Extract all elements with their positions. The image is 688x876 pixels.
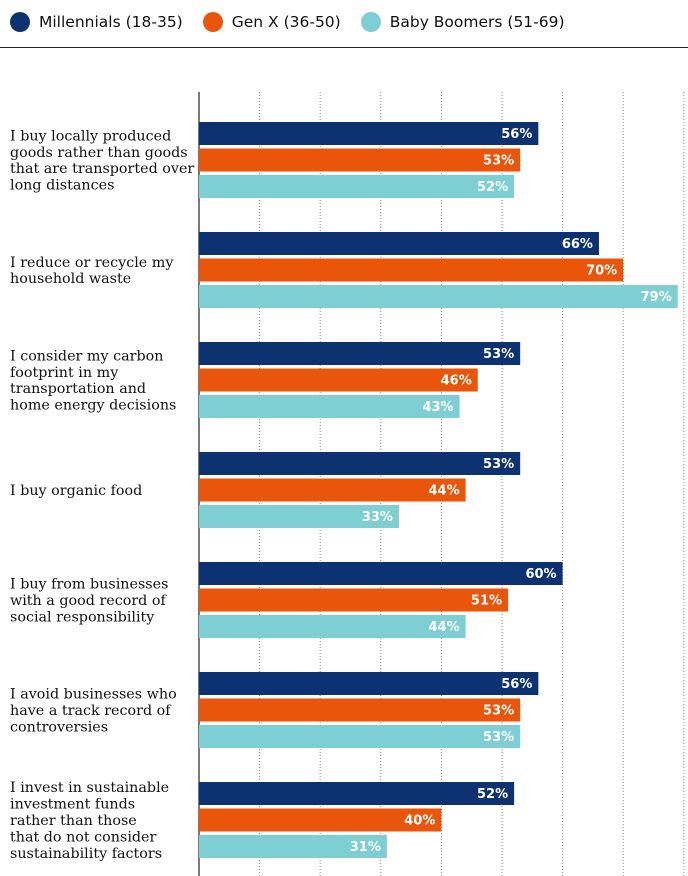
category-label-line: I reduce or recycle my	[10, 255, 174, 271]
bar	[199, 505, 399, 528]
legend-swatch	[202, 12, 223, 32]
bar-value-label: 52%	[477, 787, 508, 802]
legend-swatch	[360, 12, 381, 32]
bar-value-label: 79%	[641, 290, 672, 305]
category-label: I buy from businesses with a good record …	[10, 577, 168, 626]
category-label-line: that are transported over	[10, 161, 194, 177]
bar-value-label: 51%	[471, 594, 502, 609]
legend-label: Millennials (18-35)	[39, 13, 183, 31]
legend-item: Gen X (36-50)	[202, 12, 341, 32]
category-label-line: transportation and	[10, 381, 146, 397]
bar-value-label: 56%	[501, 677, 532, 692]
category-label: I consider my carbon footprint in my trans…	[10, 348, 176, 413]
bar	[199, 698, 521, 722]
category-label: I invest in sustainable investment funds r…	[10, 780, 169, 862]
category-label-line: with a good record of	[10, 593, 167, 609]
legend-label: Baby Boomers (51-69)	[389, 13, 565, 31]
bar-value-label: 44%	[429, 484, 460, 499]
legend-item: Millennials (18-35)	[10, 12, 183, 32]
bar	[199, 808, 442, 832]
bar	[199, 175, 515, 198]
category-label-line: I buy organic food	[10, 483, 142, 499]
category-label: I reduce or recycle my household waste	[10, 255, 174, 287]
bar-value-label: 44%	[429, 620, 460, 635]
bar	[199, 395, 460, 418]
category-label-line: I consider my carbon	[10, 348, 163, 364]
bar	[199, 615, 466, 638]
category-label-line: social responsibility	[10, 609, 155, 625]
bar-value-label: 40%	[404, 814, 435, 829]
bar	[199, 835, 387, 858]
category-label-line: rather than those	[10, 813, 137, 829]
bar-value-label: 43%	[422, 400, 453, 415]
bar	[199, 122, 539, 145]
category-label-line: sustainability factors	[10, 846, 162, 862]
bar-value-label: 33%	[362, 510, 393, 525]
bar	[199, 148, 521, 172]
legend-label: Gen X (36-50)	[231, 13, 341, 31]
category-label-line: I invest in sustainable	[10, 780, 169, 796]
category-label: I buy locally produced goods rather than …	[10, 128, 194, 193]
bar-value-label: 52%	[477, 180, 508, 195]
bar	[199, 258, 624, 282]
category-label-line: I buy from businesses	[10, 577, 168, 593]
bar	[199, 562, 563, 585]
bar-value-label: 53%	[483, 704, 514, 719]
category-label-line: I avoid businesses who	[10, 687, 177, 703]
category-label-line: have a track record of	[10, 703, 172, 719]
category-label-line: home energy decisions	[10, 398, 176, 414]
bar	[199, 452, 521, 475]
category-label-line: footprint in my	[10, 365, 119, 381]
bar-value-label: 66%	[562, 237, 593, 252]
category-label-line: long distances	[10, 178, 114, 194]
bar	[199, 285, 678, 308]
category-label-line: investment funds	[10, 797, 135, 813]
legend-item: Baby Boomers (51-69)	[360, 12, 565, 32]
bar-value-label: 70%	[586, 264, 617, 279]
bar	[199, 725, 521, 748]
legend-swatch	[10, 12, 30, 32]
legend: Millennials (18-35) Gen X (36-50) Baby Boo…	[10, 8, 585, 36]
bar	[199, 672, 539, 695]
bar	[199, 478, 466, 502]
bar-value-label: 53%	[483, 347, 514, 362]
category-label-line: controversies	[10, 719, 108, 735]
bar	[199, 232, 599, 255]
bar-value-label: 53%	[483, 154, 514, 169]
bar-value-label: 56%	[501, 127, 532, 142]
divider	[0, 47, 688, 48]
bar-value-label: 31%	[350, 840, 381, 855]
bar	[199, 342, 521, 365]
category-label: I avoid businesses who have a track recor…	[10, 687, 177, 736]
category-label-line: goods rather than goods	[10, 145, 188, 161]
bar	[199, 782, 515, 805]
bar-value-label: 53%	[483, 730, 514, 745]
category-label: I buy organic food	[10, 483, 142, 499]
category-label-line: that do not consider	[10, 829, 157, 845]
category-label-line: household waste	[10, 271, 131, 287]
bar-value-label: 53%	[483, 457, 514, 472]
bar	[199, 588, 509, 612]
bar	[199, 368, 478, 392]
category-label-line: I buy locally produced	[10, 128, 171, 144]
bar-value-label: 60%	[525, 567, 556, 582]
bar-value-label: 46%	[441, 374, 472, 389]
